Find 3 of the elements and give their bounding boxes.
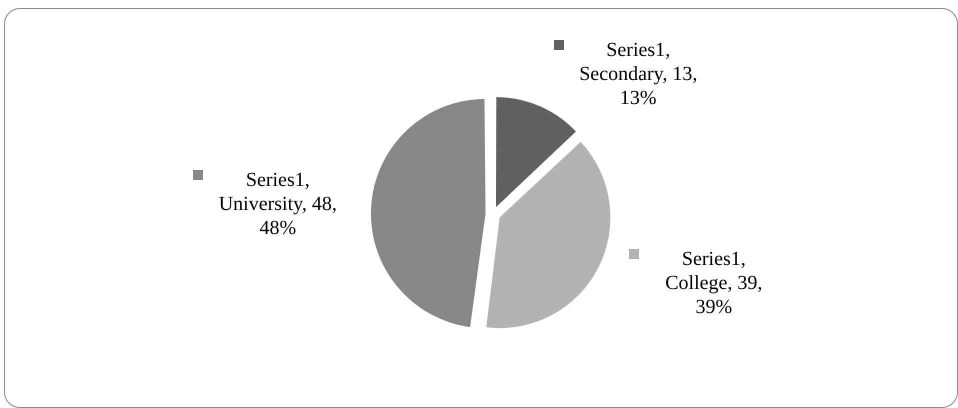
text: Series1, University, 48, 48%	[218, 169, 337, 240]
text: Series1, Secondary, 13, 13%	[579, 38, 698, 109]
text: Series1, College, 39, 39%	[665, 248, 762, 318]
